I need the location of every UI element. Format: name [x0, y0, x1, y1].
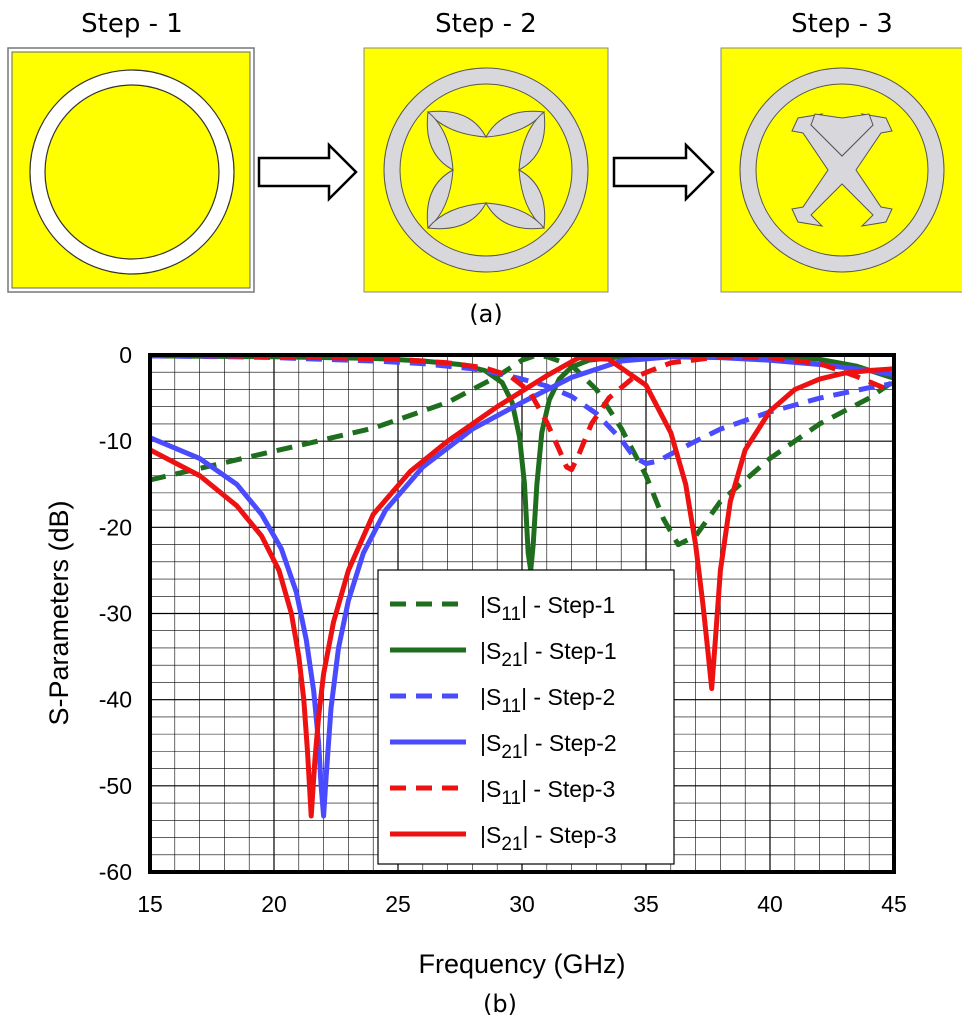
- step-3-unit-cell: [720, 47, 962, 293]
- step-3-cross-shape: [791, 113, 893, 227]
- legend-label: |S11| - Step-1: [480, 592, 615, 625]
- step-1-label: Step - 1: [81, 9, 183, 39]
- series-line-3: [150, 355, 894, 467]
- plot-frame: [148, 353, 896, 874]
- x-tick-label: 35: [633, 891, 659, 917]
- x-tick-label: 20: [261, 891, 287, 917]
- y-axis-label: S-Parameters (dB): [44, 500, 74, 725]
- x-axis-label: Frequency (GHz): [418, 949, 625, 979]
- y-tick-label: -30: [99, 601, 132, 627]
- step-2-inner-patch: [399, 83, 573, 257]
- y-tick-label: 0: [119, 342, 132, 368]
- y-tick-label: -40: [99, 687, 132, 713]
- x-tick-label: 15: [137, 891, 163, 917]
- step-1-inner-patch: [44, 84, 220, 260]
- step-2-crescent-left-bottom: [426, 169, 454, 229]
- arrow-step2-to-step3: [612, 141, 715, 203]
- step-2-crescent-top-right: [485, 110, 545, 138]
- step-2-label: Step - 2: [435, 9, 537, 39]
- legend-label: |S11| - Step-3: [480, 776, 615, 809]
- series-line-1: [150, 355, 894, 548]
- legend-label: |S11| - Step-2: [480, 684, 615, 717]
- legend-label: |S21| - Step-3: [480, 822, 617, 855]
- step-3-label: Step - 3: [791, 9, 893, 39]
- caption-a: (a): [469, 300, 502, 328]
- x-tick-label: 30: [509, 891, 535, 917]
- y-tick-label: -20: [99, 514, 132, 540]
- step-1-unit-cell: [7, 47, 255, 293]
- x-tick-label: 25: [385, 891, 411, 917]
- y-tick-label: -10: [99, 428, 132, 454]
- legend-box: [377, 569, 675, 865]
- arrow-step1-to-step2: [257, 141, 358, 203]
- chart-legend: |S11| - Step-1 |S21| - Step-1 |S11| - Step…: [377, 569, 675, 865]
- series-line-6: [150, 355, 894, 819]
- step-2-crescent-bottom-right: [485, 202, 545, 230]
- legend-label: |S21| - Step-2: [480, 730, 617, 763]
- series-line-4: [150, 355, 894, 819]
- tick-labels: 15 20 25 30 35 40 45 0 -10 -20 -30 -40 -50 -60: [99, 342, 907, 917]
- x-tick-label: 45: [881, 891, 907, 917]
- caption-b: (b): [483, 990, 517, 1018]
- y-tick-label: -50: [99, 773, 132, 799]
- series-line-5: [150, 355, 894, 473]
- step-2-unit-cell: [363, 47, 609, 293]
- y-tick-label: -60: [99, 859, 132, 885]
- s-parameter-chart: 15 20 25 30 35 40 45 0 -10 -20 -30 -40 -50 -60 S-Para…: [44, 342, 907, 979]
- x-tick-label: 40: [757, 891, 783, 917]
- step-2-crescent-right-bottom: [518, 169, 546, 229]
- legend-label: |S21| - Step-1: [480, 638, 617, 671]
